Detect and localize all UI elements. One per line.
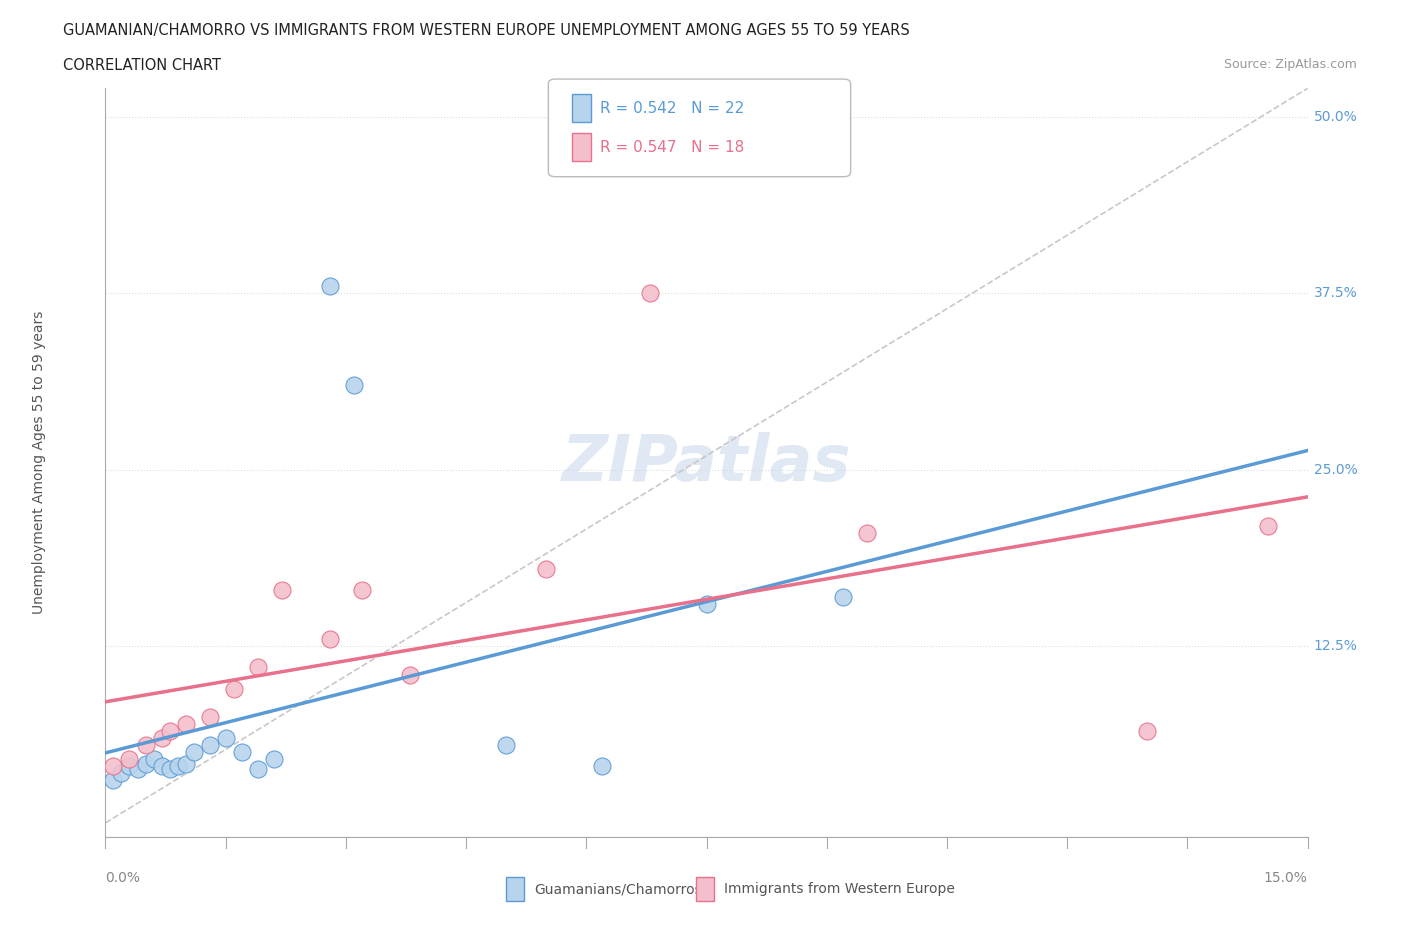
Point	[350, 582, 373, 597]
Point	[150, 731, 173, 746]
Point	[214, 731, 236, 746]
Point	[270, 582, 292, 597]
Text: Unemployment Among Ages 55 to 59 years: Unemployment Among Ages 55 to 59 years	[32, 311, 46, 615]
Point	[343, 378, 366, 392]
Text: 12.5%: 12.5%	[1313, 639, 1357, 653]
Text: R = 0.542   N = 22: R = 0.542 N = 22	[600, 101, 745, 116]
Point	[231, 745, 253, 760]
Point	[198, 710, 221, 724]
Point	[118, 759, 141, 774]
Point	[1257, 519, 1279, 534]
Point	[534, 561, 557, 576]
Point	[110, 766, 132, 781]
Point	[142, 751, 165, 766]
Point	[159, 762, 181, 777]
Text: 0.0%: 0.0%	[105, 870, 141, 884]
Point	[495, 737, 517, 752]
Point	[166, 759, 188, 774]
Point	[319, 279, 342, 294]
Point	[263, 751, 285, 766]
Point	[103, 759, 125, 774]
Point	[246, 762, 269, 777]
Point	[222, 682, 245, 697]
Text: R = 0.547   N = 18: R = 0.547 N = 18	[600, 140, 745, 154]
Point	[591, 759, 613, 774]
Point	[135, 737, 157, 752]
Point	[135, 756, 157, 771]
Text: GUAMANIAN/CHAMORRO VS IMMIGRANTS FROM WESTERN EUROPE UNEMPLOYMENT AMONG AGES 55 : GUAMANIAN/CHAMORRO VS IMMIGRANTS FROM WE…	[63, 23, 910, 38]
Text: Source: ZipAtlas.com: Source: ZipAtlas.com	[1223, 58, 1357, 71]
Text: Guamanians/Chamorros: Guamanians/Chamorros	[534, 882, 702, 897]
Point	[855, 525, 877, 540]
Text: CORRELATION CHART: CORRELATION CHART	[63, 58, 221, 73]
Point	[127, 762, 149, 777]
Point	[159, 724, 181, 738]
Point	[150, 759, 173, 774]
Point	[198, 737, 221, 752]
Point	[246, 660, 269, 675]
Point	[183, 745, 205, 760]
Text: 15.0%: 15.0%	[1264, 870, 1308, 884]
Point	[640, 286, 662, 300]
Point	[319, 631, 342, 646]
Point	[696, 596, 718, 611]
Text: 25.0%: 25.0%	[1313, 463, 1357, 477]
Point	[1136, 724, 1159, 738]
Text: 37.5%: 37.5%	[1313, 286, 1357, 300]
Point	[103, 773, 125, 788]
Text: 50.0%: 50.0%	[1313, 110, 1357, 124]
Point	[831, 590, 853, 604]
Point	[174, 756, 197, 771]
Point	[174, 716, 197, 731]
Point	[118, 751, 141, 766]
Text: Immigrants from Western Europe: Immigrants from Western Europe	[724, 882, 955, 897]
Text: ZIPatlas: ZIPatlas	[562, 432, 851, 494]
Point	[399, 667, 422, 682]
